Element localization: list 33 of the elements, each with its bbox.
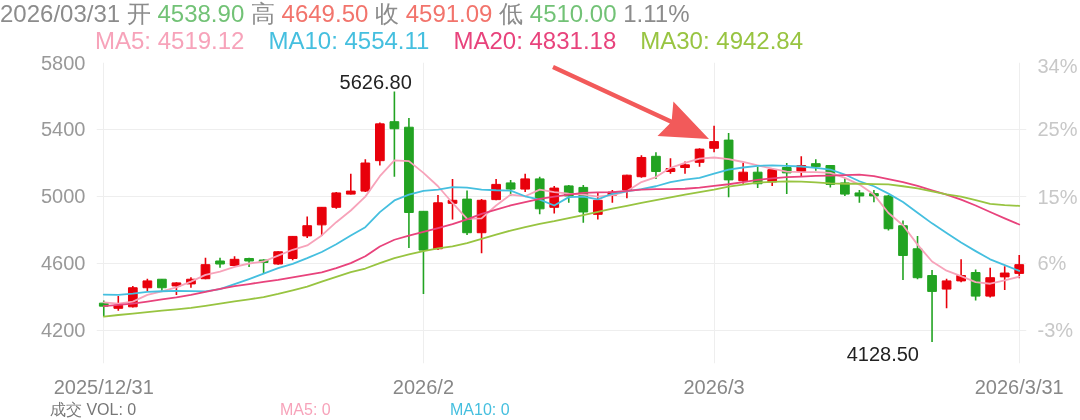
candlestick — [999, 265, 1010, 291]
candlestick — [651, 151, 661, 180]
text: MA5: 0 — [280, 400, 332, 420]
text: 4128.50 — [846, 343, 919, 366]
y-tick-label: 4200 — [41, 319, 86, 342]
y-tick-label: 5400 — [41, 118, 86, 141]
candlestick — [941, 277, 952, 310]
candlestick — [970, 268, 981, 302]
y-tick-label: 5800 — [41, 51, 86, 74]
y-tick-label: 4600 — [41, 252, 86, 275]
text: MA30: 4942.84 — [640, 27, 804, 54]
y-tick-label: 5000 — [41, 185, 86, 208]
text: 5626.80 — [339, 71, 412, 94]
x-tick-label: 2026/3 — [683, 375, 745, 398]
candlestick — [985, 266, 996, 299]
candlestick — [709, 124, 719, 154]
candlestick — [302, 215, 313, 239]
candlestick — [636, 154, 647, 179]
text: MA5: 4519.12 — [95, 27, 245, 54]
x-tick-label: 2026/2 — [392, 375, 455, 398]
text: MA10: 4554.11 — [268, 27, 430, 54]
candlestick — [316, 206, 327, 237]
text: MA10: 0 — [450, 400, 511, 420]
candlestick — [520, 172, 531, 193]
candlestick — [927, 269, 937, 343]
candlestick — [389, 90, 400, 178]
x-tick-label: 2025/12/31 — [53, 375, 154, 398]
chart-title: 2026/03/31 开 4538.90 高 4649.50 收 4591.09 低 4510.00 1.11% — [0, 0, 690, 27]
candlestick — [738, 162, 748, 185]
text: MA20: 4831.18 — [453, 27, 617, 54]
text: 成交 VOL: 0 — [50, 400, 138, 420]
x-tick-label: 2026/3/31 — [974, 375, 1064, 398]
candlestick — [345, 172, 356, 196]
